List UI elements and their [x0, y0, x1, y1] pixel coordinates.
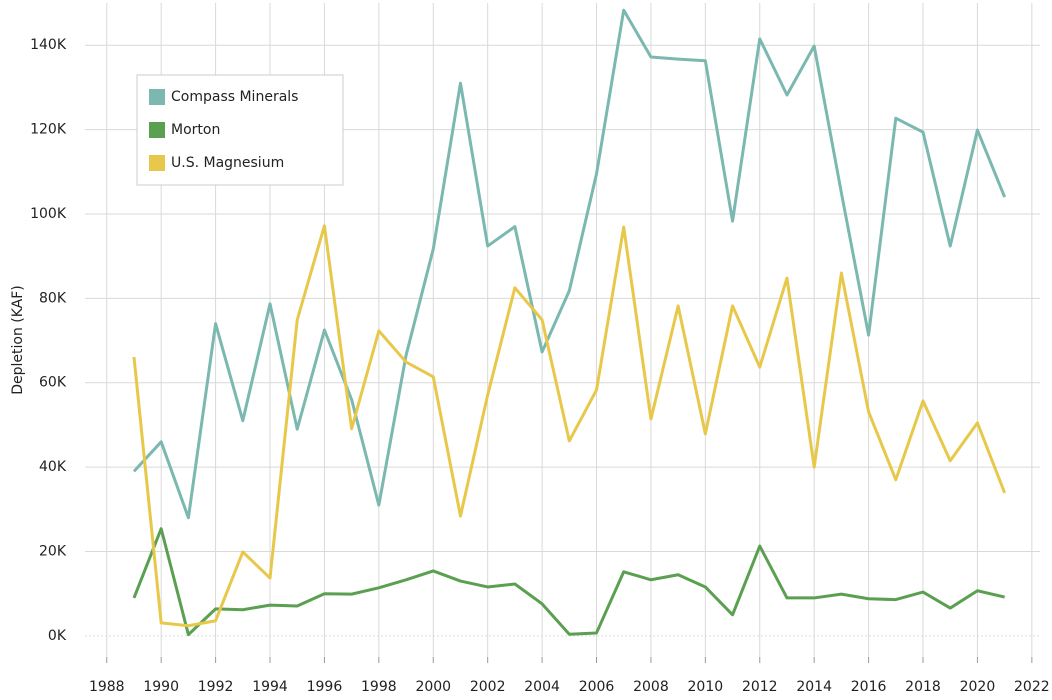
legend-swatch — [149, 155, 165, 171]
legend-label: U.S. Magnesium — [171, 155, 284, 171]
x-tick-label: 1990 — [143, 679, 179, 695]
legend-label: Compass Minerals — [171, 89, 298, 105]
x-tick-label: 2012 — [742, 679, 778, 695]
y-tick-label: 140K — [30, 37, 67, 53]
y-tick-label: 60K — [39, 375, 67, 391]
x-tick-label: 2016 — [851, 679, 887, 695]
legend-swatch — [149, 122, 165, 138]
y-axis-label: Depletion (KAF) — [10, 285, 26, 395]
y-tick-label: 80K — [39, 290, 67, 306]
legend-swatch — [149, 89, 165, 105]
x-tick-label: 1998 — [361, 679, 397, 695]
x-tick-label: 1988 — [89, 679, 125, 695]
y-tick-label: 0K — [48, 628, 67, 644]
x-tick-label: 2004 — [524, 679, 560, 695]
x-tick-label: 2010 — [688, 679, 724, 695]
x-tick-label: 2008 — [633, 679, 669, 695]
x-tick-label: 2020 — [960, 679, 996, 695]
y-tick-label: 120K — [30, 122, 67, 138]
x-tick-label: 2018 — [905, 679, 941, 695]
x-tick-label: 2014 — [796, 679, 832, 695]
x-tick-label: 1996 — [307, 679, 343, 695]
series-line — [132, 8, 1007, 520]
series-line — [132, 224, 1007, 628]
x-tick-label: 2006 — [579, 679, 615, 695]
x-tick-label: 1994 — [252, 679, 288, 695]
x-tick-label: 2022 — [1014, 679, 1050, 695]
x-tick-label: 2000 — [415, 679, 451, 695]
x-tick-label: 1992 — [198, 679, 234, 695]
y-tick-label: 100K — [30, 206, 67, 222]
legend-box — [136, 74, 344, 186]
y-tick-label: 20K — [39, 544, 67, 560]
x-tick-label: 2002 — [470, 679, 506, 695]
legend-label: Morton — [171, 122, 220, 138]
y-tick-label: 40K — [39, 459, 67, 475]
legend: Compass Minerals Morton U.S. Magnesium — [136, 74, 344, 186]
series-line — [132, 527, 1005, 637]
